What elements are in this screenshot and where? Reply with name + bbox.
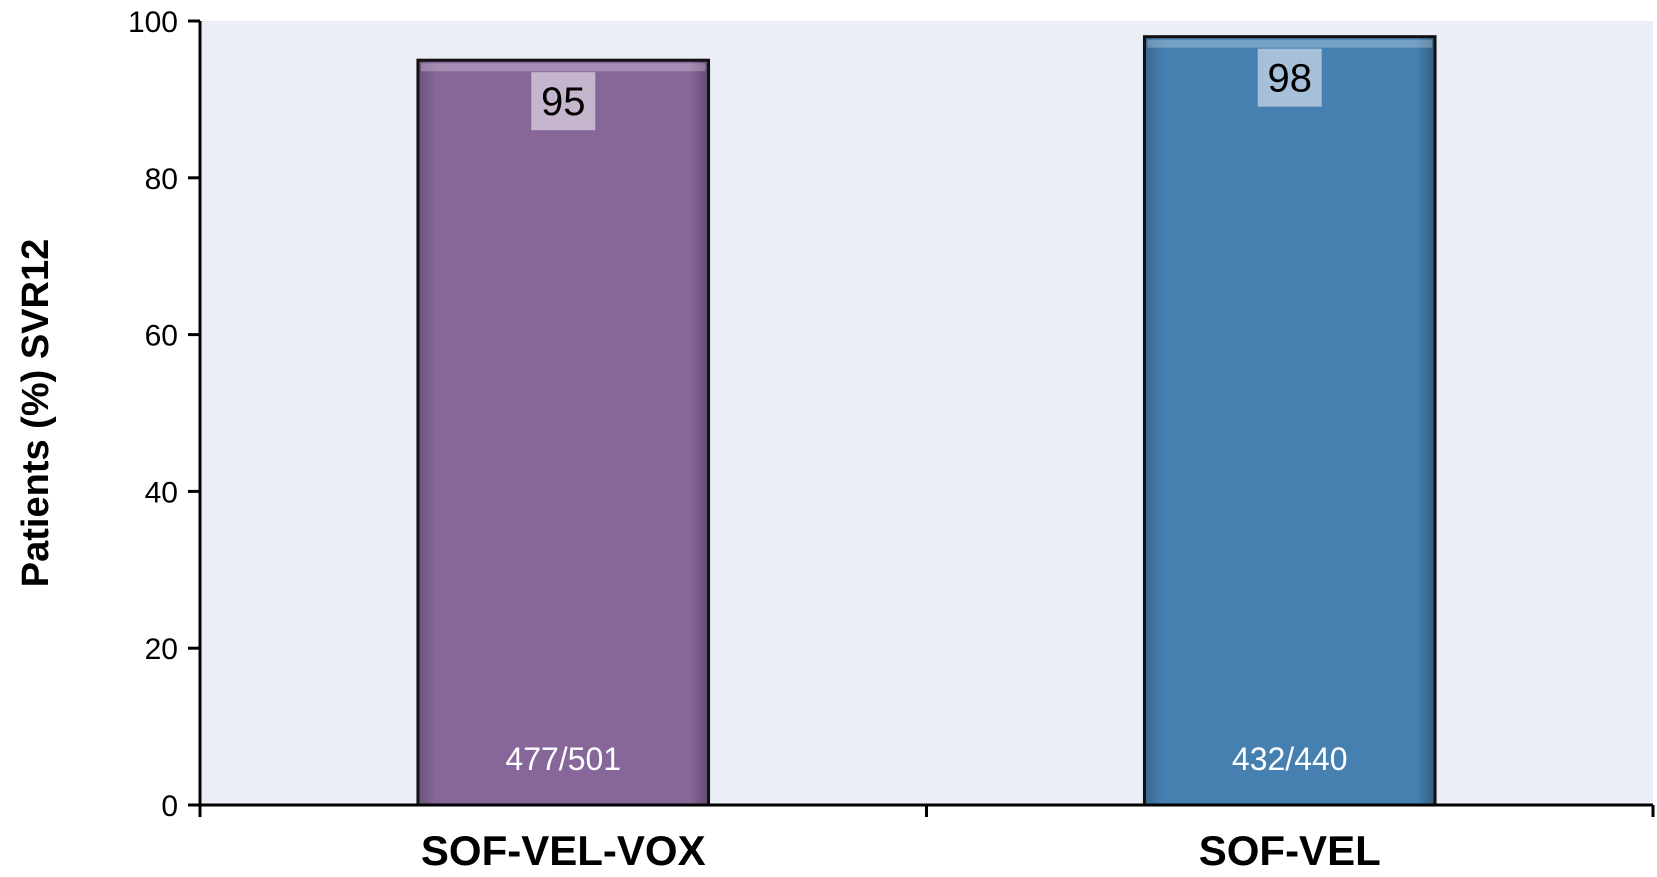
value-label-box [1257,48,1322,107]
y-tick-label: 0 [161,790,178,823]
bar-highlight [420,63,706,72]
bar-shading [1145,38,1434,804]
y-tick-label: 20 [145,633,178,666]
bar-shading [419,61,708,804]
y-axis-title: Patients (%) SVR12 [15,239,57,587]
x-tick-label: SOF-VEL-VOX [421,827,706,872]
y-tick-label: 40 [145,476,178,509]
y-tick-label: 80 [145,163,178,196]
count-label: 432/440 [1232,741,1348,777]
value-label: 95 [541,80,586,124]
value-label: 98 [1268,57,1313,101]
x-tick-label: SOF-VEL [1199,827,1381,872]
y-tick-label: 100 [128,6,178,39]
y-tick-label: 60 [145,320,178,353]
bars: 95 477/501 98 432/440 [416,35,1437,807]
count-label: 477/501 [505,741,621,777]
value-label-box [531,72,596,131]
bar-highlight [1147,39,1433,48]
axes: SOF-VEL-VOX SOF-VEL 0 20 40 60 80 100 [128,6,1655,874]
